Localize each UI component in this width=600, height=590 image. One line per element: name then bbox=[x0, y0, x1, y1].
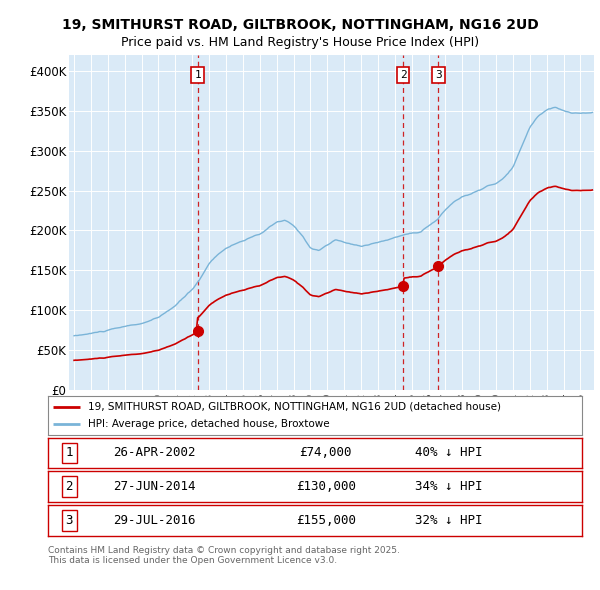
Text: 3: 3 bbox=[65, 514, 73, 527]
Text: £155,000: £155,000 bbox=[296, 514, 356, 527]
Text: 32% ↓ HPI: 32% ↓ HPI bbox=[415, 514, 482, 527]
Text: 19, SMITHURST ROAD, GILTBROOK, NOTTINGHAM, NG16 2UD (detached house): 19, SMITHURST ROAD, GILTBROOK, NOTTINGHA… bbox=[88, 402, 501, 412]
Text: Price paid vs. HM Land Registry's House Price Index (HPI): Price paid vs. HM Land Registry's House … bbox=[121, 36, 479, 49]
Text: 3: 3 bbox=[435, 70, 442, 80]
Text: 34% ↓ HPI: 34% ↓ HPI bbox=[415, 480, 482, 493]
Text: Contains HM Land Registry data © Crown copyright and database right 2025.
This d: Contains HM Land Registry data © Crown c… bbox=[48, 546, 400, 565]
Text: 2: 2 bbox=[65, 480, 73, 493]
Text: HPI: Average price, detached house, Broxtowe: HPI: Average price, detached house, Brox… bbox=[88, 419, 329, 430]
Text: 19, SMITHURST ROAD, GILTBROOK, NOTTINGHAM, NG16 2UD: 19, SMITHURST ROAD, GILTBROOK, NOTTINGHA… bbox=[62, 18, 538, 32]
Text: 26-APR-2002: 26-APR-2002 bbox=[113, 447, 196, 460]
Text: £130,000: £130,000 bbox=[296, 480, 356, 493]
Text: £74,000: £74,000 bbox=[299, 447, 352, 460]
Text: 1: 1 bbox=[65, 447, 73, 460]
Text: 2: 2 bbox=[400, 70, 406, 80]
Text: 27-JUN-2014: 27-JUN-2014 bbox=[113, 480, 196, 493]
Text: 29-JUL-2016: 29-JUL-2016 bbox=[113, 514, 196, 527]
Text: 1: 1 bbox=[194, 70, 201, 80]
Text: 40% ↓ HPI: 40% ↓ HPI bbox=[415, 447, 482, 460]
